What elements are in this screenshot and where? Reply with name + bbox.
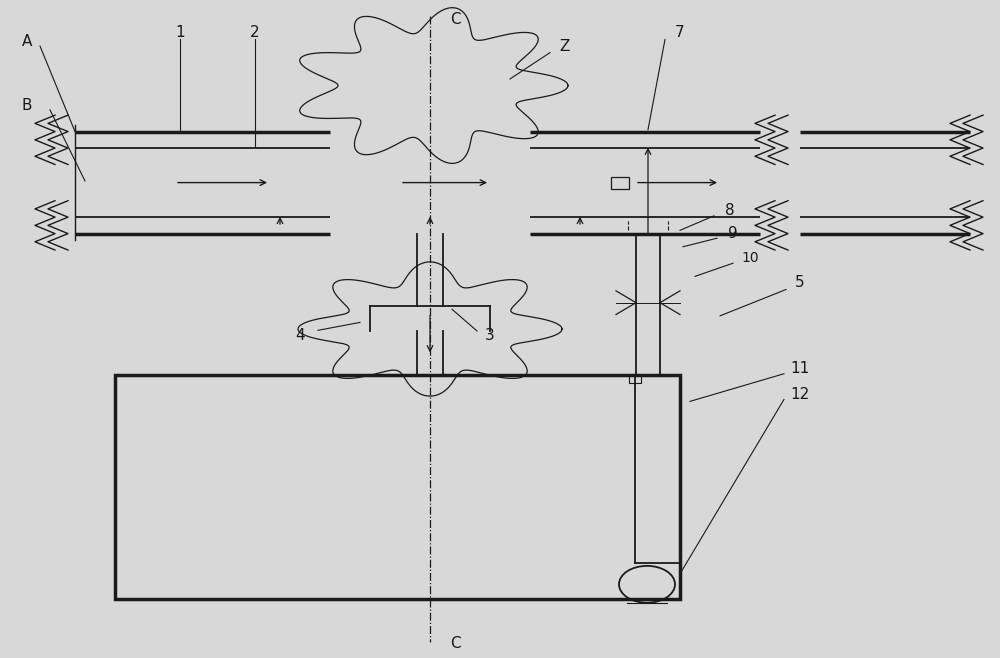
- Text: Z: Z: [560, 39, 570, 53]
- Text: 8: 8: [725, 203, 735, 218]
- Bar: [115, 375, 680, 599]
- Text: A: A: [22, 34, 32, 49]
- Text: 10: 10: [741, 251, 759, 265]
- Bar: [611, 176, 629, 188]
- Text: 3: 3: [485, 328, 495, 343]
- Text: 9: 9: [728, 226, 738, 241]
- Text: C: C: [450, 13, 460, 27]
- Text: 2: 2: [250, 26, 260, 40]
- Text: C: C: [450, 636, 460, 651]
- Text: 4: 4: [295, 328, 305, 343]
- Text: 12: 12: [790, 388, 810, 402]
- Text: B: B: [22, 98, 32, 113]
- Text: 5: 5: [795, 276, 805, 290]
- Text: 7: 7: [675, 26, 685, 40]
- Text: 11: 11: [790, 361, 810, 376]
- Bar: [629, 375, 641, 383]
- Text: 1: 1: [175, 26, 185, 40]
